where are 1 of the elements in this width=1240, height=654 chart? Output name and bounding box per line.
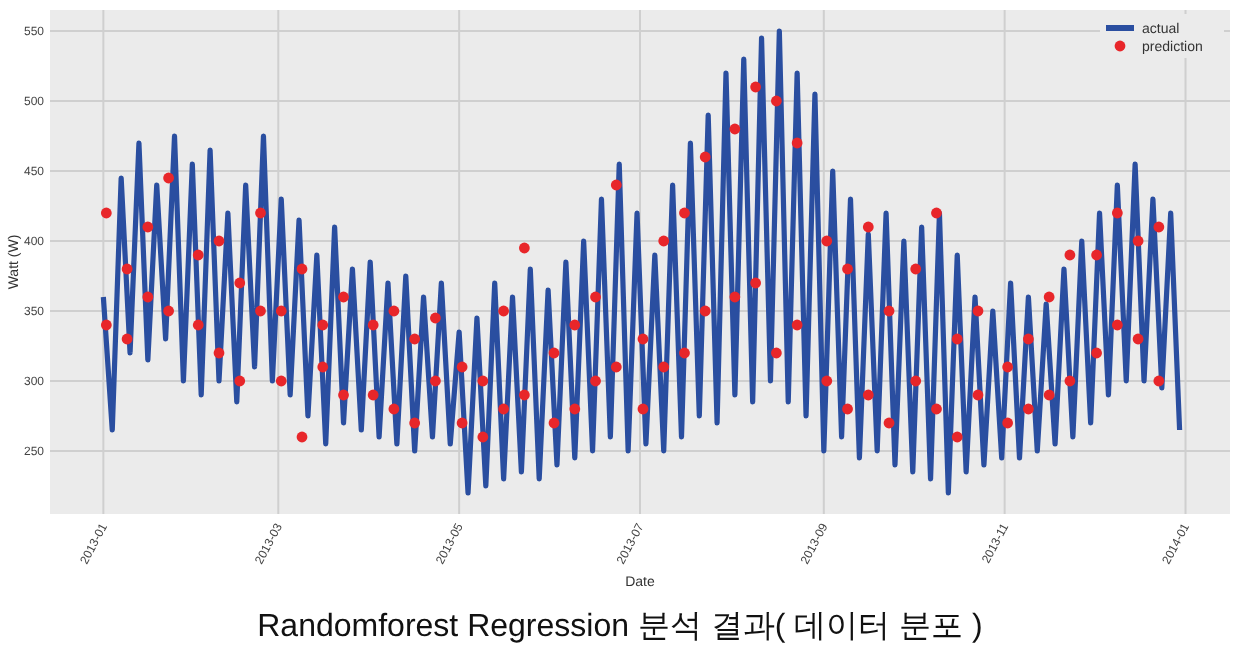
- text: Randomforest Regression 분석 결과( 데이터 분포 ): [257, 610, 983, 644]
